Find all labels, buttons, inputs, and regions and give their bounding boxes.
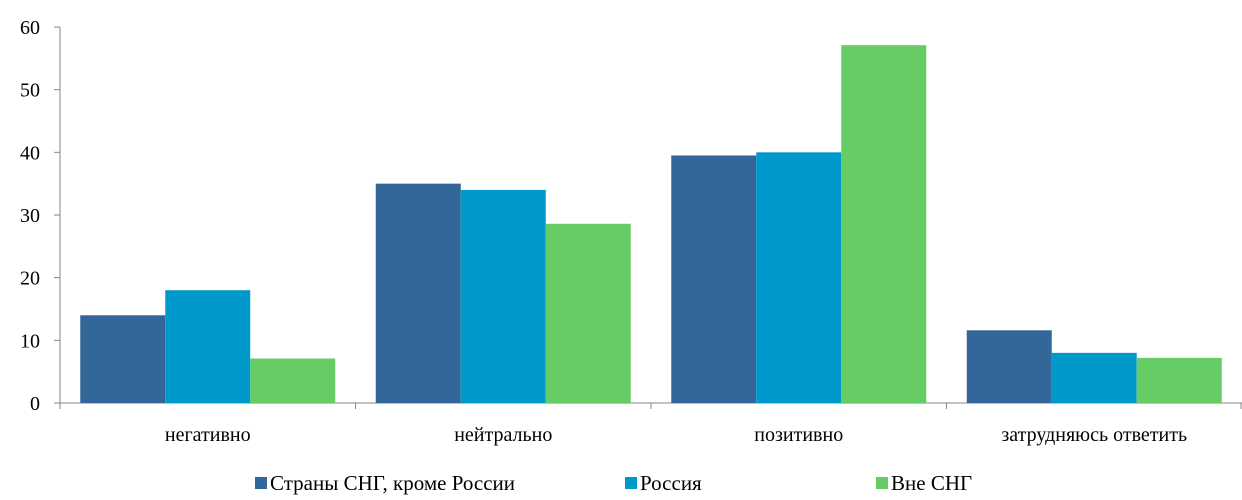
x-tick-label: нейтрально [454, 424, 552, 446]
y-tick-label: 0 [30, 393, 40, 415]
bar [671, 155, 757, 403]
x-tick-label: затрудняюсь ответить [1001, 424, 1187, 446]
x-tick-label: негативно [165, 424, 251, 446]
legend: Страны СНГ, кроме России Россия Вне СНГ [255, 471, 972, 495]
bar [165, 290, 251, 403]
bar [250, 358, 336, 403]
bar [841, 45, 927, 403]
legend-swatch [625, 477, 637, 489]
y-tick-label: 40 [20, 142, 40, 164]
bar [966, 330, 1052, 403]
legend-label: Страны СНГ, кроме России [270, 471, 515, 495]
bar [375, 183, 461, 403]
bar [80, 315, 166, 403]
bar [460, 189, 546, 403]
y-axis: 0 10 20 30 40 50 60 [20, 17, 61, 415]
y-tick-label: 30 [20, 205, 40, 227]
x-axis: негативно нейтрально позитивно затрудняюсь … [59, 402, 1242, 446]
bar [756, 152, 842, 403]
bar [1051, 352, 1137, 403]
bar [545, 223, 631, 403]
x-tick-label: позитивно [754, 424, 843, 446]
legend-swatch [876, 477, 888, 489]
y-tick-label: 20 [20, 268, 40, 290]
legend-label: Россия [640, 471, 702, 495]
y-tick-label: 60 [20, 17, 40, 39]
legend-label: Вне СНГ [891, 471, 972, 495]
bars [80, 45, 1222, 403]
y-tick-label: 10 [20, 330, 40, 352]
y-tick-label: 50 [20, 80, 40, 102]
legend-swatch [255, 477, 267, 489]
bar [1136, 357, 1222, 403]
